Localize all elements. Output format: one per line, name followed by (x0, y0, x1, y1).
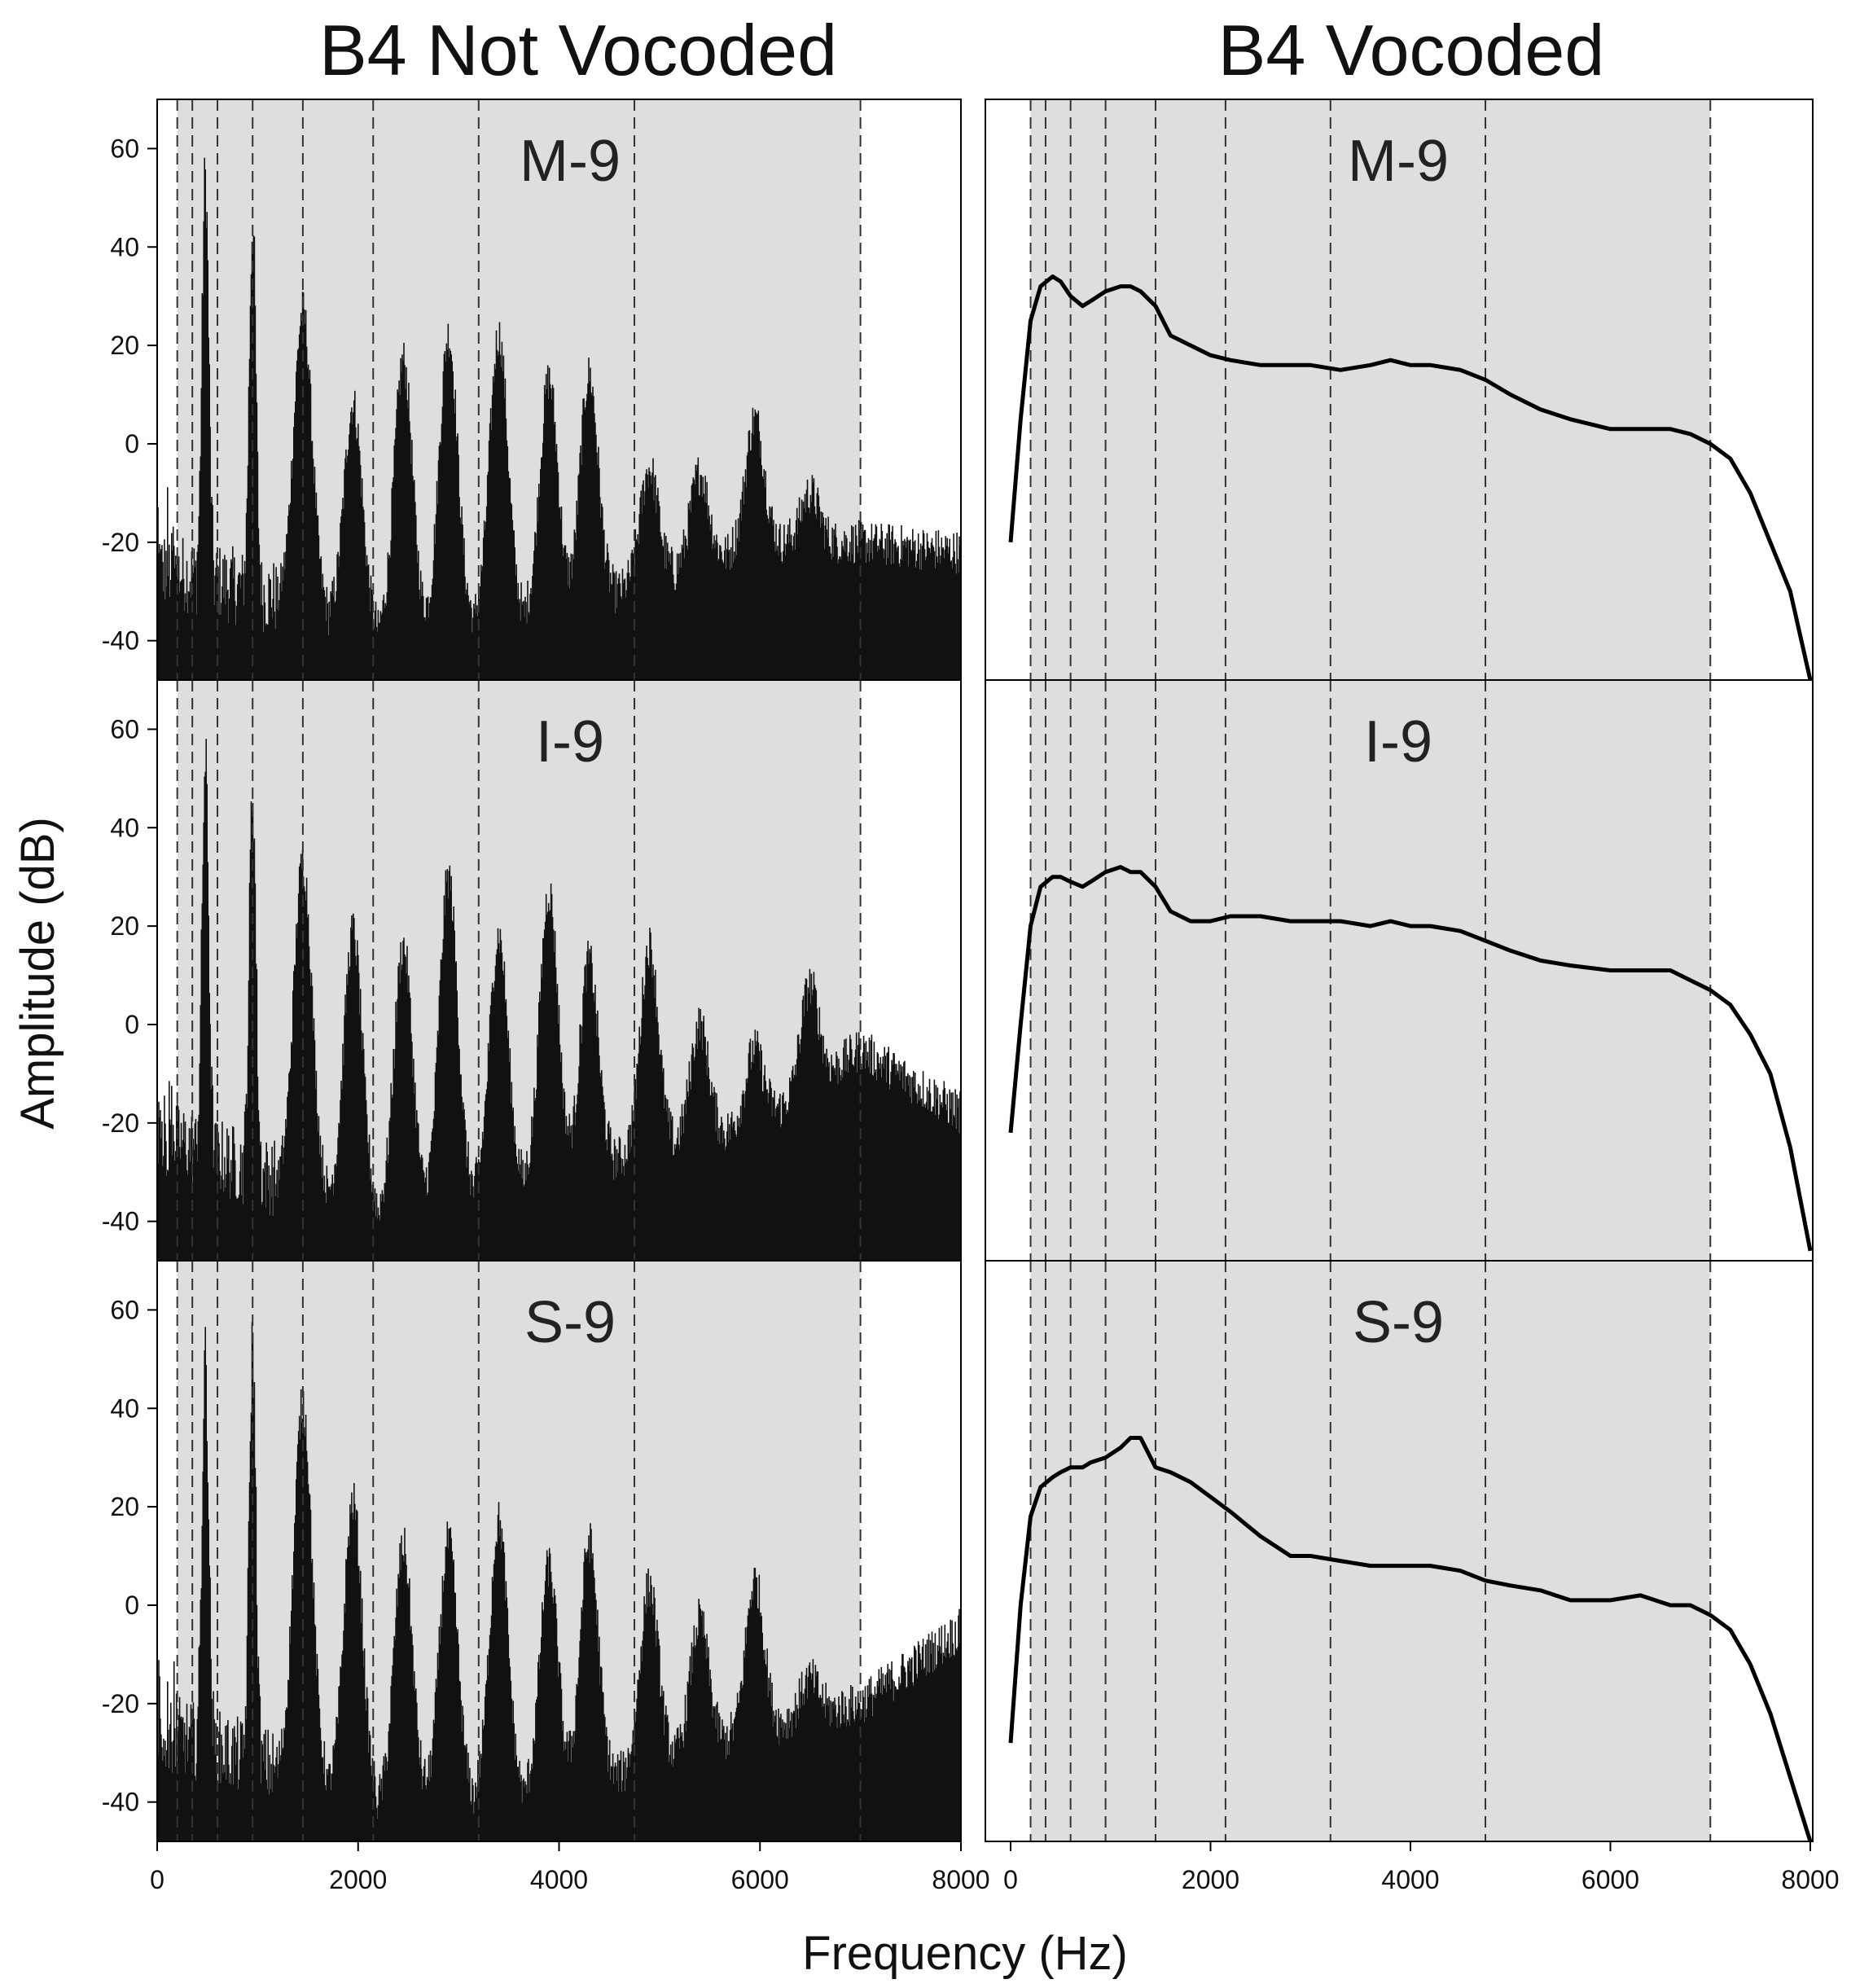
y-tick-label: -20 (102, 528, 139, 557)
y-tick-label: -40 (102, 1788, 139, 1817)
y-axis-title: Amplitude (dB) (11, 817, 64, 1130)
shaded-band (1030, 99, 1711, 680)
y-tick-label: 20 (110, 1492, 139, 1521)
vocoded-curve (1008, 865, 1813, 1252)
panel-i-9-vocoded: I-9 (985, 679, 1814, 1262)
x-tick-label: 0 (150, 1865, 164, 1894)
x-tick-label: 4000 (1381, 1865, 1439, 1894)
vocoded-curve (1008, 274, 1813, 681)
panel-label: M-9 (1348, 129, 1449, 194)
x-axis-title: Frequency (Hz) (802, 1927, 1128, 1980)
y-tick-label: 0 (125, 429, 139, 459)
y-tick-label: 40 (110, 813, 139, 842)
x-tick-label: 2000 (1182, 1865, 1239, 1894)
panel-label: I-9 (1364, 709, 1432, 775)
panel-s-9-vocoded: S-9 0 2000 4000 6000 8000 (985, 1260, 1840, 1894)
y-tick-label: -20 (102, 1108, 139, 1138)
panel-s-9-not-vocoded: S-9 60 40 20 0 -20 -40 0 2000 4000 6000 8000 (102, 1260, 990, 1894)
x-tick-label: 0 (1003, 1865, 1018, 1894)
panel-grid: M-9 60 40 20 0 -20 -40 M-9 I-9 60 40 20 0 -20 -40 I-9 S-… (102, 99, 1840, 1894)
y-tick-label: 60 (110, 714, 139, 744)
y-tick-label: 20 (110, 911, 139, 941)
vocoded-curve (1008, 1436, 1813, 1842)
panel-label: I-9 (536, 709, 604, 775)
y-tick-label: 0 (125, 1591, 139, 1620)
y-tick-label: 0 (125, 1010, 139, 1039)
shaded-band (1030, 1261, 1711, 1841)
x-tick-label: 8000 (932, 1865, 989, 1894)
x-tick-label: 2000 (329, 1865, 387, 1894)
panel-m-9-not-vocoded: M-9 60 40 20 0 -20 -40 (102, 99, 962, 681)
y-tick-label: 40 (110, 1393, 139, 1423)
panel-label: S-9 (524, 1290, 616, 1355)
y-tick-label: -40 (102, 626, 139, 656)
y-tick-label: 60 (110, 134, 139, 163)
panel-m-9-vocoded: M-9 (985, 99, 1814, 681)
panel-label: S-9 (1353, 1290, 1444, 1355)
column-title-vocoded: B4 Vocoded (1218, 10, 1605, 90)
x-tick-label: 6000 (1581, 1865, 1639, 1894)
panel-i-9-not-vocoded: I-9 60 40 20 0 -20 -40 (102, 679, 962, 1262)
panel-frame (985, 1260, 1814, 1842)
y-tick-label: 20 (110, 331, 139, 360)
y-tick-label: -40 (102, 1207, 139, 1236)
y-tick-label: 40 (110, 232, 139, 261)
panel-label: M-9 (520, 129, 621, 194)
x-tick-label: 8000 (1781, 1865, 1839, 1894)
y-tick-label: -20 (102, 1689, 139, 1718)
x-tick-label: 4000 (530, 1865, 588, 1894)
y-tick-label: 60 (110, 1295, 139, 1324)
column-title-not-vocoded: B4 Not Vocoded (319, 10, 837, 90)
x-tick-label: 6000 (731, 1865, 789, 1894)
